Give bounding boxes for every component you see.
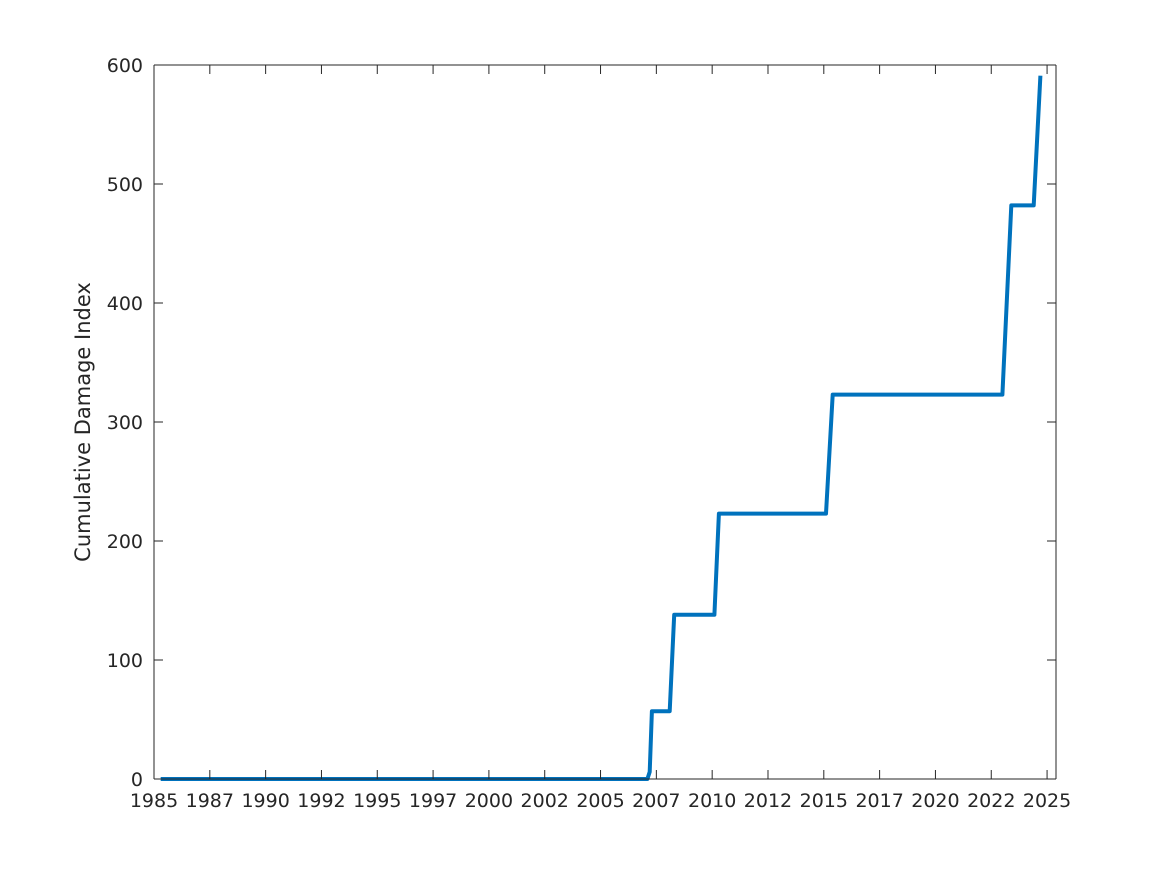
y-tick-label: 200 — [107, 531, 143, 553]
x-tick-label: 2010 — [688, 790, 736, 812]
x-tick-label: 2017 — [855, 790, 903, 812]
series-line-0 — [160, 75, 1043, 781]
x-tick-label: 2007 — [632, 790, 680, 812]
y-tick-label: 300 — [107, 412, 143, 434]
y-tick-label: 600 — [107, 55, 143, 77]
y-tick-label: 0 — [131, 769, 143, 791]
series-layer — [160, 75, 1043, 781]
x-tick-label: 1987 — [186, 790, 234, 812]
x-tick-label: 1992 — [297, 790, 345, 812]
x-tick-label: 2002 — [521, 790, 569, 812]
x-tick-label: 2025 — [1023, 790, 1071, 812]
x-tick-label: 2000 — [465, 790, 513, 812]
x-tick-label: 1990 — [241, 790, 289, 812]
x-tick-label: 1997 — [409, 790, 457, 812]
x-tick-label: 1985 — [130, 790, 178, 812]
x-tick-label: 2015 — [800, 790, 848, 812]
y-tick-label: 100 — [107, 650, 143, 672]
x-tick-label: 2005 — [576, 790, 624, 812]
y-tick-label: 500 — [107, 174, 143, 196]
y-tick-label: 400 — [107, 293, 143, 315]
ticks-layer: 1985 1987 1990 1992 1995 1997 2000 2002 2005 2007… — [107, 55, 1072, 812]
x-tick-label: 2020 — [911, 790, 959, 812]
x-tick-label: 2012 — [744, 790, 792, 812]
plot-area — [154, 65, 1056, 779]
y-axis-label: Cumulative Damage Index — [71, 282, 95, 562]
x-tick-label: 2022 — [967, 790, 1015, 812]
x-tick-label: 1995 — [353, 790, 401, 812]
